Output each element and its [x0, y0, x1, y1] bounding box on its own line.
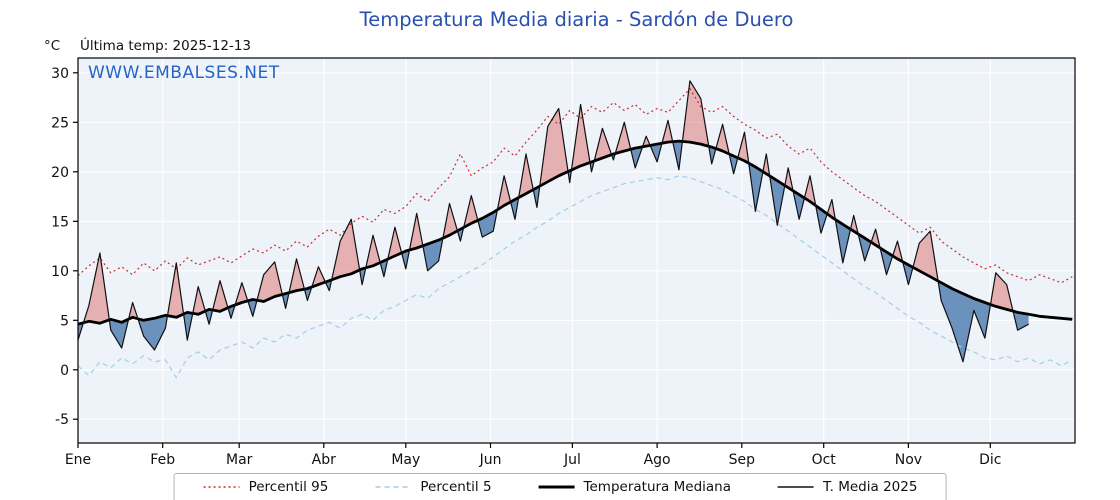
- fill-below-median: [672, 141, 683, 170]
- legend-item-t-media-2025: T. Media 2025: [777, 479, 917, 495]
- fill-above-median: [463, 195, 478, 228]
- x-tick-label: Oct: [812, 452, 837, 468]
- fill-above-median: [331, 219, 360, 280]
- legend-item-temperatura-mediana: Temperatura Mediana: [538, 479, 731, 495]
- fill-above-median: [128, 302, 138, 320]
- fill-above-median: [83, 253, 110, 324]
- fill-above-median: [642, 136, 651, 147]
- x-tick-label: Dic: [979, 452, 1001, 468]
- fill-above-median: [662, 120, 673, 144]
- fill-above-median: [571, 104, 590, 170]
- x-tick-label: Ene: [65, 452, 91, 468]
- x-tick-label: May: [391, 452, 420, 468]
- legend-label: Temperatura Mediana: [583, 479, 731, 495]
- chart-title: Temperatura Media diaria - Sardón de Due…: [359, 8, 794, 31]
- x-tick-label: Feb: [150, 452, 175, 468]
- legend-line-sample: [778, 486, 814, 488]
- series-t-media-2025: [77, 80, 1029, 363]
- y-tick-label: 5: [60, 313, 69, 329]
- legend-line-sample: [203, 486, 240, 488]
- fill-above-median: [737, 132, 749, 164]
- fill-below-median: [304, 287, 312, 301]
- y-tick-label: 25: [51, 115, 69, 131]
- x-tick-label: Ago: [644, 452, 671, 468]
- last-temp-subtitle: Última temp: 2025-12-13: [80, 38, 252, 54]
- x-tick-label: Nov: [895, 452, 922, 468]
- fill-above-median: [387, 227, 402, 260]
- legend-label: Percentil 95: [248, 479, 329, 495]
- plot-frame: [77, 57, 1076, 444]
- fill-below-median: [401, 250, 410, 269]
- fill-above-median: [167, 262, 184, 318]
- fill-below-median: [533, 186, 540, 208]
- fill-below-median: [359, 267, 366, 285]
- fill-below-median: [282, 292, 290, 309]
- fill-above-median: [784, 167, 793, 191]
- fill-above-median: [235, 282, 248, 305]
- x-tick-label: Sep: [729, 452, 756, 468]
- fill-above-median: [257, 261, 283, 302]
- fill-below-median: [708, 146, 716, 164]
- fill-below-median: [137, 315, 168, 350]
- fill-below-median: [835, 219, 851, 263]
- fill-above-median: [365, 235, 381, 268]
- y-tick-label: 30: [51, 66, 69, 82]
- fill-above-median: [615, 122, 631, 154]
- legend-line-sample: [538, 485, 575, 489]
- y-axis-units-label: °C: [44, 38, 61, 54]
- fill-below-median: [422, 238, 443, 271]
- fill-above-median: [192, 286, 206, 315]
- fill-below-median: [109, 319, 129, 348]
- fill-above-median: [990, 272, 1014, 312]
- fill-below-median: [205, 309, 213, 325]
- x-tick-label: Abr: [312, 452, 336, 468]
- x-tick-label: Mar: [226, 452, 253, 468]
- y-tick-label: 10: [51, 264, 69, 280]
- series-percentil-5: [77, 175, 1073, 379]
- fill-below-median: [769, 175, 785, 226]
- series-temperatura-mediana: [77, 139, 1073, 326]
- fill-below-median: [729, 154, 738, 174]
- fill-below-median: [380, 259, 388, 277]
- fill-above-median: [518, 154, 534, 198]
- fill-above-median: [289, 258, 305, 293]
- y-tick-label: 20: [51, 165, 69, 181]
- fill-above-median: [763, 154, 770, 176]
- legend-item-percentil-95: Percentil 95: [203, 479, 329, 495]
- x-tick-label: Jun: [479, 452, 502, 468]
- fill-above-median: [212, 280, 228, 312]
- fill-below-median: [247, 299, 257, 317]
- fill-below-median: [748, 163, 763, 212]
- legend-label: Percentil 5: [420, 479, 492, 495]
- y-tick-label: 15: [51, 214, 69, 230]
- fill-above-median: [715, 124, 730, 154]
- fill-below-median: [630, 146, 643, 168]
- legend-label: T. Media 2025: [823, 479, 918, 495]
- fill-above-median: [409, 213, 423, 250]
- embalses-watermark: WWW.EMBALSES.NET: [88, 63, 280, 83]
- fill-above-median: [594, 128, 612, 161]
- fill-above-median: [497, 175, 511, 210]
- fill-below-median: [183, 312, 193, 341]
- y-tick-label: -5: [55, 412, 69, 428]
- y-tick-label: 0: [60, 363, 69, 379]
- fill-above-median: [682, 80, 709, 147]
- legend-line-sample: [375, 486, 412, 488]
- fill-below-median: [650, 143, 662, 162]
- fill-below-median: [510, 197, 519, 220]
- fill-above-median: [539, 108, 568, 187]
- legend-item-percentil-5: Percentil 5: [374, 479, 492, 495]
- x-tick-label: Jul: [563, 452, 581, 468]
- fill-below-median: [477, 209, 498, 238]
- chart-legend: Percentil 95 Percentil 5 Temperatura Media…: [173, 473, 947, 500]
- fill-above-median: [442, 203, 458, 239]
